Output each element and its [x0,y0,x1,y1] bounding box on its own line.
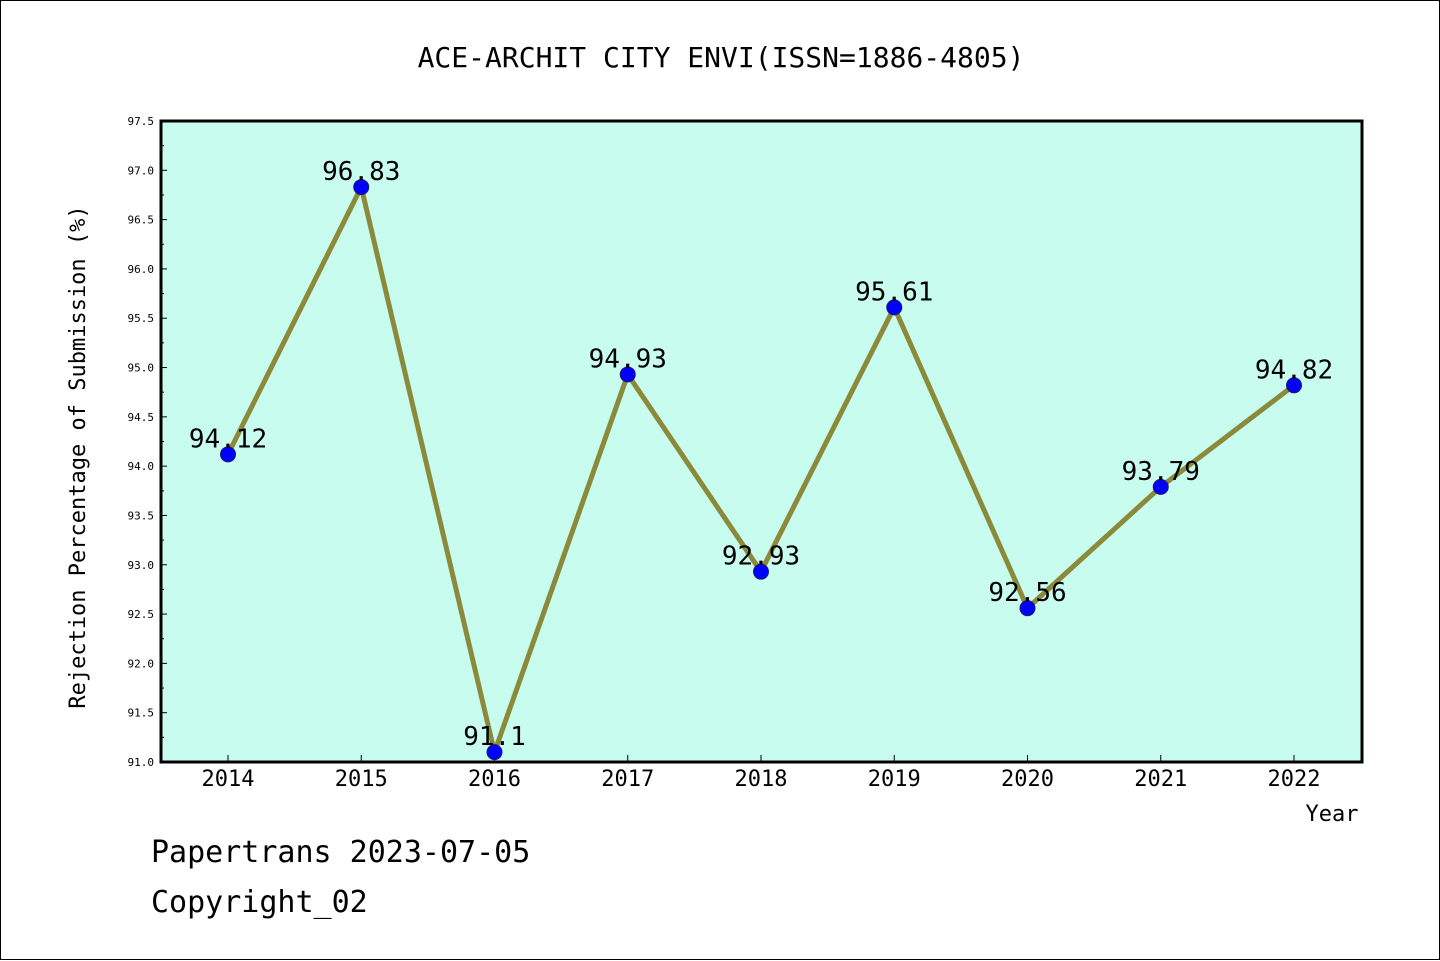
data-point-label: 91.1 [463,722,526,752]
data-point-marker [1019,600,1036,617]
y-tick-label: 94.5 [128,411,155,424]
y-tick-label: 97.5 [128,115,155,128]
x-tick-label: 2022 [1268,767,1321,792]
x-tick-label: 2021 [1134,767,1187,792]
x-axis-label: Year [1306,802,1359,827]
x-axis-ticks: 2014 2015 2016 2017 2018 2019 2020 2021 2022 [202,755,1321,792]
data-point-label: 93.79 [1122,457,1200,487]
y-tick-label: 95.0 [128,362,155,375]
data-point-marker [353,179,370,196]
y-tick-label: 91.5 [128,707,155,720]
x-tick-label: 2018 [735,767,788,792]
data-point-marker [619,366,636,383]
y-tick-label: 97.0 [128,164,155,177]
y-tick-label: 92.0 [128,657,155,670]
data-markers [220,179,1302,761]
data-point-label: 94.12 [189,424,267,454]
data-point-marker [486,744,503,761]
x-tick-label: 2017 [601,767,654,792]
y-tick-label: 93.5 [128,509,155,522]
y-tick-label: 95.5 [128,312,155,325]
y-tick-label: 96.0 [128,263,155,276]
y-axis-ticks: 91.0 91.5 92.0 92.5 93.0 93.5 94.0 94.5 95.0 95.5… [128,115,167,769]
data-point-label: 94.82 [1255,355,1333,385]
x-tick-label: 2015 [335,767,388,792]
y-tick-label: 93.0 [128,559,155,572]
data-labels: 94.12 96.83 91.1 94.93 92.93 95.61 92.56 93.79 9… [189,157,1333,752]
y-tick-label: 96.5 [128,214,155,227]
footer-credit: Papertrans 2023-07-05 [151,835,531,870]
x-tick-label: 2019 [868,767,921,792]
plot-area [161,121,1362,762]
data-point-label: 95.61 [855,277,933,307]
data-point-label: 92.93 [722,542,800,572]
y-tick-label: 91.0 [128,756,155,769]
chart-title: ACE-ARCHIT CITY ENVI(ISSN=1886-4805) [418,41,1025,74]
data-point-marker [220,446,236,463]
data-point-marker [1286,377,1302,394]
data-point-label: 92.56 [988,578,1066,608]
data-point-marker [1152,478,1169,495]
x-tick-label: 2020 [1001,767,1054,792]
data-point-label: 96.83 [322,157,400,187]
footer-copyright: Copyright_02 [151,885,368,920]
y-tick-label: 94.0 [128,460,155,473]
y-tick-label: 92.5 [128,608,155,621]
x-tick-label: 2016 [468,767,521,792]
data-point-marker [753,563,769,580]
x-tick-label: 2014 [202,767,255,792]
data-point-marker [886,299,903,316]
data-point-label: 94.93 [589,344,667,374]
y-axis-label: Rejection Percentage of Submission (%) [66,205,91,708]
plot-border [159,119,1364,764]
